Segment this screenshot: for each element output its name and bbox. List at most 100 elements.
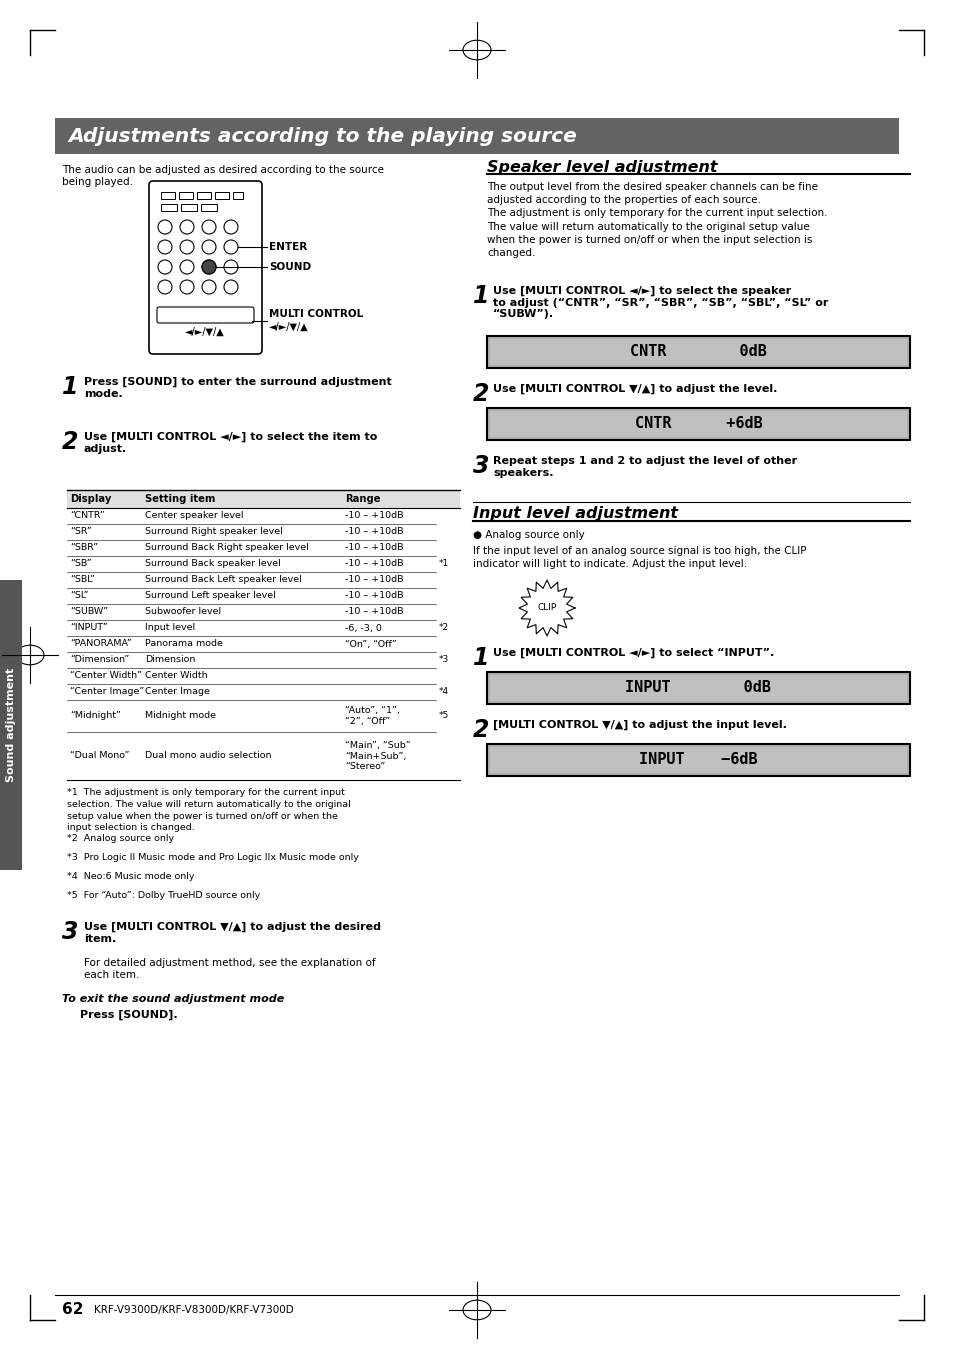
Text: Sound adjustment: Sound adjustment	[6, 668, 16, 782]
Text: *5  For “Auto”: Dolby TrueHD source only: *5 For “Auto”: Dolby TrueHD source only	[67, 891, 260, 900]
Bar	[181, 204, 196, 211]
Text: -10 – +10dB: -10 – +10dB	[345, 528, 403, 536]
Text: Repeat steps 1 and 2 to adjust the level of other
speakers.: Repeat steps 1 and 2 to adjust the level…	[493, 456, 797, 478]
Text: Range: Range	[345, 494, 380, 504]
Text: 3: 3	[62, 919, 78, 944]
Bar	[486, 672, 909, 703]
Text: -10 – +10dB: -10 – +10dB	[345, 544, 403, 552]
Text: -10 – +10dB: -10 – +10dB	[345, 512, 403, 521]
Text: Speaker level adjustment: Speaker level adjustment	[486, 161, 717, 176]
Text: 1: 1	[62, 375, 78, 400]
Text: Press [SOUND] to enter the surround adjustment
mode.: Press [SOUND] to enter the surround adju…	[84, 377, 392, 398]
Text: *3: *3	[438, 656, 448, 664]
Text: -10 – +10dB: -10 – +10dB	[345, 575, 403, 585]
Bar	[490, 410, 906, 437]
Text: *1  The adjustment is only temporary for the current input
selection. The value : *1 The adjustment is only temporary for …	[67, 788, 351, 833]
Text: “Dual Mono”: “Dual Mono”	[70, 752, 130, 760]
Text: Use [MULTI CONTROL ◄/►] to select the speaker
to adjust (“CNTR”, “SR”, “SBR”, “S: Use [MULTI CONTROL ◄/►] to select the sp…	[493, 286, 827, 320]
Text: *1: *1	[438, 559, 448, 568]
Text: ◄/►/▼/▲: ◄/►/▼/▲	[185, 327, 225, 338]
Bar	[486, 408, 909, 440]
Text: “SL”: “SL”	[70, 591, 89, 601]
Text: Midnight mode: Midnight mode	[145, 711, 215, 721]
Text: INPUT        0dB: INPUT 0dB	[625, 680, 771, 695]
Text: “INPUT”: “INPUT”	[70, 624, 108, 633]
Bar	[67, 490, 459, 508]
Text: “Center Width”: “Center Width”	[70, 671, 142, 680]
Text: Use [MULTI CONTROL ◄/►] to select the item to
adjust.: Use [MULTI CONTROL ◄/►] to select the it…	[84, 432, 377, 454]
Bar	[214, 192, 229, 198]
Text: Center Width: Center Width	[145, 671, 207, 680]
Text: For detailed adjustment method, see the explanation of
each item.: For detailed adjustment method, see the …	[84, 958, 375, 980]
Text: Surround Left speaker level: Surround Left speaker level	[145, 591, 275, 601]
Text: Center Image: Center Image	[145, 687, 210, 697]
FancyBboxPatch shape	[149, 181, 262, 354]
Bar	[196, 192, 211, 198]
Bar	[233, 192, 243, 198]
Bar	[486, 336, 909, 369]
Text: 3: 3	[473, 454, 489, 478]
Text: “Main”, “Sub”
“Main+Sub”,
“Stereo”: “Main”, “Sub” “Main+Sub”, “Stereo”	[345, 741, 411, 771]
Text: KRF-V9300D/KRF-V8300D/KRF-V7300D: KRF-V9300D/KRF-V8300D/KRF-V7300D	[94, 1305, 294, 1315]
Text: Press [SOUND].: Press [SOUND].	[80, 1010, 177, 1021]
Text: ● Analog source only: ● Analog source only	[473, 531, 584, 540]
Circle shape	[202, 261, 215, 274]
Text: INPUT    −6dB: INPUT −6dB	[639, 752, 757, 768]
Text: “PANORAMA”: “PANORAMA”	[70, 640, 132, 648]
Bar	[490, 339, 906, 365]
Text: “Midnight”: “Midnight”	[70, 711, 121, 721]
Text: *3  Pro Logic II Music mode and Pro Logic IIx Music mode only: *3 Pro Logic II Music mode and Pro Logic…	[67, 853, 358, 863]
Text: Display: Display	[70, 494, 112, 504]
Bar	[0, 580, 22, 869]
Text: -10 – +10dB: -10 – +10dB	[345, 591, 403, 601]
Text: Adjustments according to the playing source: Adjustments according to the playing sou…	[68, 127, 577, 146]
Text: *5: *5	[438, 711, 448, 721]
Text: *2  Analog source only: *2 Analog source only	[67, 834, 174, 842]
Text: CNTR      +6dB: CNTR +6dB	[634, 417, 761, 432]
Text: Use [MULTI CONTROL ▼/▲] to adjust the desired
item.: Use [MULTI CONTROL ▼/▲] to adjust the de…	[84, 922, 380, 944]
Bar	[490, 675, 906, 701]
Bar	[161, 204, 177, 211]
Text: The audio can be adjusted as desired according to the source
being played.: The audio can be adjusted as desired acc…	[62, 165, 384, 186]
Text: 2: 2	[62, 431, 78, 454]
Text: SOUND: SOUND	[269, 262, 311, 271]
Text: Surround Back Left speaker level: Surround Back Left speaker level	[145, 575, 301, 585]
Text: -10 – +10dB: -10 – +10dB	[345, 608, 403, 617]
Text: 62: 62	[62, 1303, 84, 1318]
Text: MULTI CONTROL: MULTI CONTROL	[269, 309, 363, 319]
FancyBboxPatch shape	[157, 306, 253, 323]
Text: “Auto”, “1”,
“2”, “Off”: “Auto”, “1”, “2”, “Off”	[345, 706, 399, 726]
Text: “On”, “Off”: “On”, “Off”	[345, 640, 396, 648]
Text: Subwoofer level: Subwoofer level	[145, 608, 220, 617]
Text: “SUBW”: “SUBW”	[70, 608, 108, 617]
Text: Surround Back speaker level: Surround Back speaker level	[145, 559, 280, 568]
Bar	[490, 747, 906, 774]
Text: Input level adjustment: Input level adjustment	[473, 506, 678, 521]
Text: Use [MULTI CONTROL ▼/▲] to adjust the level.: Use [MULTI CONTROL ▼/▲] to adjust the le…	[493, 383, 777, 394]
Text: Dual mono audio selection: Dual mono audio selection	[145, 752, 271, 760]
Text: “SBL”: “SBL”	[70, 575, 94, 585]
Text: 1: 1	[473, 284, 489, 308]
Text: -6, -3, 0: -6, -3, 0	[345, 624, 381, 633]
Text: Dimension: Dimension	[145, 656, 194, 664]
Text: “Dimension”: “Dimension”	[70, 656, 130, 664]
Text: Setting item: Setting item	[145, 494, 214, 504]
Text: The output level from the desired speaker channels can be fine
adjusted accordin: The output level from the desired speake…	[486, 182, 826, 258]
Text: Surround Right speaker level: Surround Right speaker level	[145, 528, 282, 536]
Text: “SBR”: “SBR”	[70, 544, 98, 552]
Text: *4  Neo:6 Music mode only: *4 Neo:6 Music mode only	[67, 872, 194, 882]
Text: Surround Back Right speaker level: Surround Back Right speaker level	[145, 544, 308, 552]
Text: 2: 2	[473, 718, 489, 743]
Text: “Center Image”: “Center Image”	[70, 687, 144, 697]
Text: CLIP: CLIP	[537, 603, 556, 613]
Bar	[161, 192, 174, 198]
Text: CNTR        0dB: CNTR 0dB	[629, 344, 766, 359]
Text: [MULTI CONTROL ▼/▲] to adjust the input level.: [MULTI CONTROL ▼/▲] to adjust the input …	[493, 720, 786, 730]
Bar	[55, 117, 898, 154]
Text: If the input level of an analog source signal is too high, the CLIP
indicator wi: If the input level of an analog source s…	[473, 545, 805, 570]
Bar	[486, 744, 909, 776]
Text: “SR”: “SR”	[70, 528, 91, 536]
Bar	[179, 192, 193, 198]
Text: 1: 1	[473, 647, 489, 670]
Text: -10 – +10dB: -10 – +10dB	[345, 559, 403, 568]
